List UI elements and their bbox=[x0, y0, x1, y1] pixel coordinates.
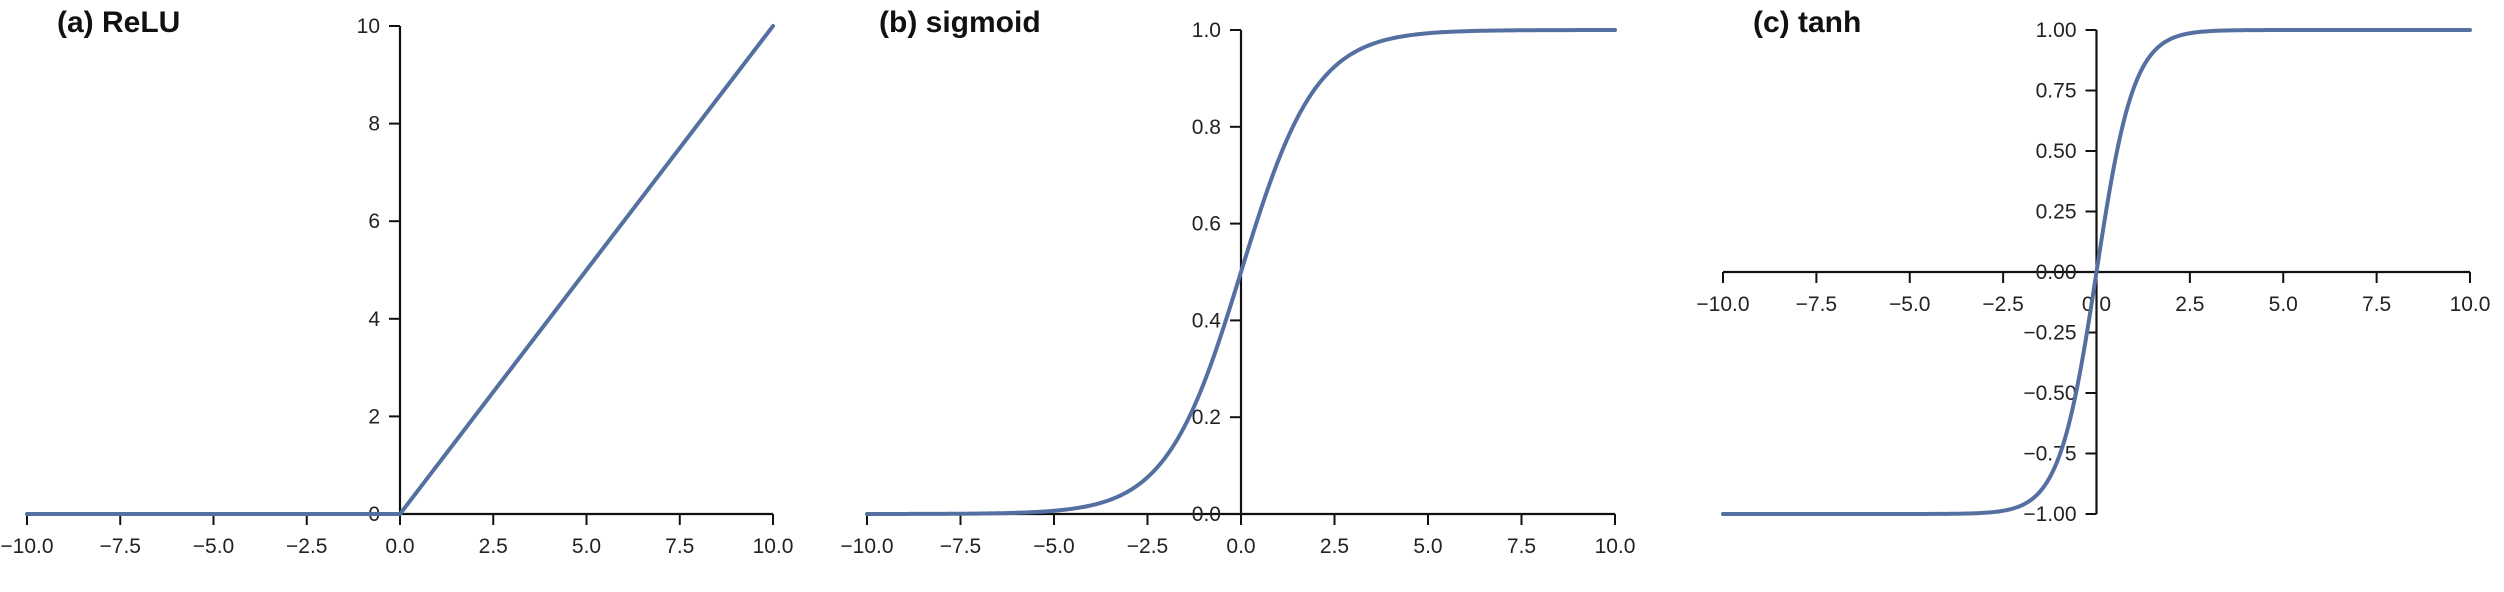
x-tick-label: 10.0 bbox=[753, 535, 794, 558]
relu-panel: (a) ReLU −10.0 −7.5 −5.0 −2.5 0.0 2.5 5.0 7.5 10… bbox=[0, 6, 793, 558]
y-tick-label: 8 bbox=[368, 113, 380, 136]
y-tick-label: 0.6 bbox=[1192, 213, 1221, 236]
x-tick-label: 5.0 bbox=[572, 535, 601, 558]
x-tick-label: 2.5 bbox=[2175, 293, 2204, 316]
x-tick-label: 10.0 bbox=[2450, 293, 2491, 316]
y-tick-label: −1.00 bbox=[2023, 503, 2076, 526]
x-tick-label: −2.5 bbox=[1127, 535, 1168, 558]
y-tick-label: −0.25 bbox=[2023, 322, 2076, 345]
x-tick-label: −7.5 bbox=[940, 535, 981, 558]
y-tick-label: 2 bbox=[368, 405, 380, 428]
x-tick-label: −5.0 bbox=[1033, 535, 1074, 558]
x-tick-label: 7.5 bbox=[665, 535, 694, 558]
sigmoid-title: (b) sigmoid bbox=[879, 6, 1041, 39]
x-tick-label: −10.0 bbox=[0, 535, 53, 558]
y-tick-label: 0.25 bbox=[2036, 201, 2077, 224]
y-tick-label: 10 bbox=[357, 15, 380, 38]
y-tick-label: 1.0 bbox=[1192, 19, 1221, 42]
x-tick-label: 0.0 bbox=[385, 535, 414, 558]
sigmoid-series-line bbox=[865, 28, 1617, 516]
x-tick-label: 2.5 bbox=[1320, 535, 1349, 558]
x-tick-label: −2.5 bbox=[1982, 293, 2023, 316]
x-tick-label: −7.5 bbox=[100, 535, 141, 558]
y-tick-label: 0.00 bbox=[2036, 261, 2077, 284]
relu-series-line bbox=[25, 24, 775, 516]
y-tick-label: 0.8 bbox=[1192, 116, 1221, 139]
x-tick-label: 7.5 bbox=[1507, 535, 1536, 558]
y-tick-label: −0.75 bbox=[2023, 443, 2076, 466]
x-tick-label: 2.5 bbox=[479, 535, 508, 558]
y-tick-label: 0.50 bbox=[2036, 140, 2077, 163]
y-tick-label: 6 bbox=[368, 210, 380, 233]
tanh-title: (c) tanh bbox=[1753, 6, 1861, 39]
x-tick-label: −5.0 bbox=[193, 535, 234, 558]
x-tick-label: 7.5 bbox=[2362, 293, 2391, 316]
y-tick-label: 0.4 bbox=[1192, 309, 1222, 332]
x-tick-label: 5.0 bbox=[1413, 535, 1442, 558]
x-tick-label: −5.0 bbox=[1889, 293, 1930, 316]
y-tick-label: 1.00 bbox=[2036, 19, 2077, 42]
x-tick-label: 10.0 bbox=[1595, 535, 1636, 558]
y-tick-label: 4 bbox=[368, 308, 380, 331]
sigmoid-panel: (b) sigmoid −10.0 −7.5 −5.0 −2.5 0.0 2.5 5.0 7.… bbox=[840, 6, 1635, 558]
y-tick-label: −0.50 bbox=[2023, 382, 2076, 405]
y-tick-label: 0.75 bbox=[2036, 80, 2077, 103]
tanh-series-line bbox=[1721, 28, 2472, 516]
tanh-panel: (c) tanh −10.0 −7.5 −5.0 −2.5 0.0 2.5 5.0 7.5 10… bbox=[1696, 6, 2490, 526]
relu-title: (a) ReLU bbox=[57, 6, 180, 39]
x-tick-label: −10.0 bbox=[1696, 293, 1749, 316]
y-tick-label: 0.0 bbox=[1192, 503, 1221, 526]
x-tick-label: −7.5 bbox=[1796, 293, 1837, 316]
y-tick-label: 0.2 bbox=[1192, 406, 1221, 429]
x-tick-label: −2.5 bbox=[286, 535, 327, 558]
x-tick-label: −10.0 bbox=[840, 535, 893, 558]
x-tick-label: 5.0 bbox=[2269, 293, 2298, 316]
x-tick-label: 0.0 bbox=[1226, 535, 1255, 558]
x-tick-label: 0.0 bbox=[2082, 293, 2111, 316]
